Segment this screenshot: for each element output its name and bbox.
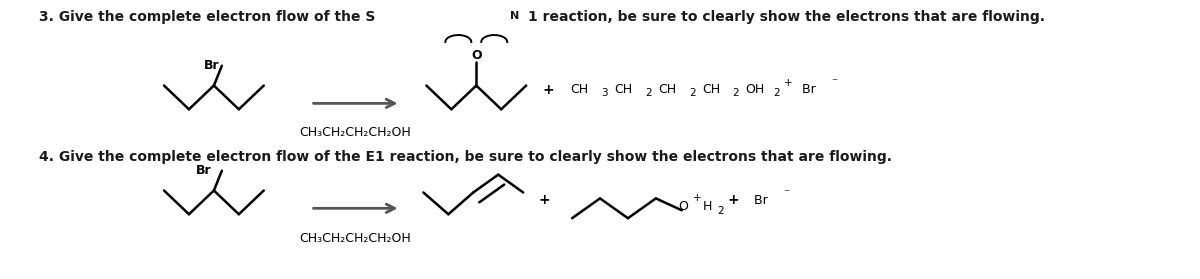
Text: Br: Br: [204, 59, 220, 72]
Text: 4. Give the complete electron flow of the E1 reaction, be sure to clearly show t: 4. Give the complete electron flow of th…: [40, 150, 893, 164]
Text: CH: CH: [570, 83, 588, 96]
Text: CH: CH: [658, 83, 676, 96]
Text: +: +: [692, 193, 702, 203]
Text: 2: 2: [774, 88, 780, 98]
Text: 2: 2: [644, 88, 652, 98]
Text: CH: CH: [702, 83, 720, 96]
Text: +: +: [727, 193, 739, 207]
Text: 3: 3: [601, 88, 607, 98]
Text: CH₃CH₂CH₂CH₂OH: CH₃CH₂CH₂CH₂OH: [300, 126, 412, 139]
Text: O: O: [470, 49, 481, 62]
Text: +: +: [542, 83, 553, 97]
Text: ⁻: ⁻: [784, 187, 790, 200]
Text: 3. Give the complete electron flow of the S: 3. Give the complete electron flow of th…: [40, 10, 376, 24]
Text: Br: Br: [798, 83, 815, 96]
Text: 2: 2: [689, 88, 696, 98]
Text: O: O: [678, 200, 688, 213]
Text: OH: OH: [745, 83, 764, 96]
Text: Br: Br: [750, 194, 768, 207]
Text: 1 reaction, be sure to clearly show the electrons that are flowing.: 1 reaction, be sure to clearly show the …: [528, 10, 1045, 24]
Text: ⁻: ⁻: [832, 76, 838, 89]
Text: CH: CH: [614, 83, 632, 96]
Text: H: H: [703, 200, 712, 213]
Text: 2: 2: [733, 88, 739, 98]
Text: CH₃CH₂CH₂CH₂OH: CH₃CH₂CH₂CH₂OH: [300, 232, 412, 244]
Text: 2: 2: [718, 206, 725, 216]
Text: N: N: [510, 11, 520, 21]
Text: +: +: [784, 78, 792, 88]
Text: Br: Br: [196, 164, 211, 177]
Text: +: +: [538, 193, 550, 207]
